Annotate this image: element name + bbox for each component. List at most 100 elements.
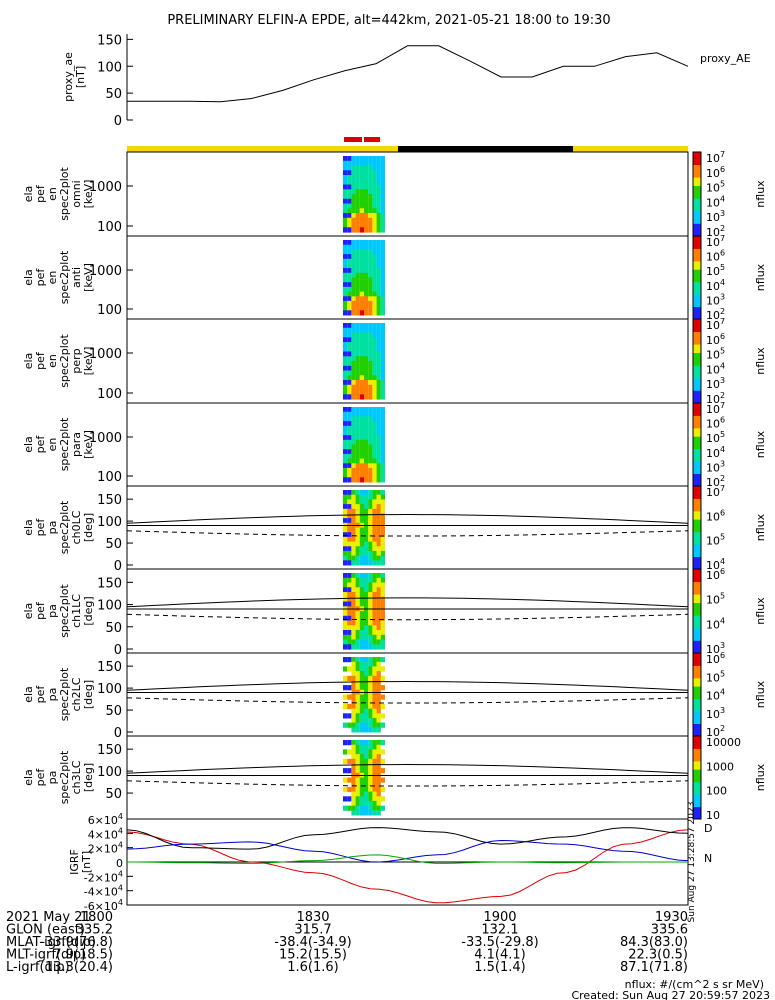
- colorbar-label: nflux: [754, 263, 767, 291]
- spectrogram-cell: [347, 240, 352, 246]
- spectrogram-cell: [364, 620, 369, 626]
- xaxis-value: 335.2: [76, 923, 113, 938]
- spectrogram-cell: [372, 384, 377, 391]
- spectrogram-cell: [359, 708, 364, 714]
- spectrogram-cell: [364, 156, 369, 162]
- spectrogram-cell: [380, 249, 385, 255]
- spectrogram-cell: [359, 375, 364, 381]
- spectrogram-cell: [380, 722, 385, 728]
- spectrogram-cell: [343, 630, 348, 636]
- spectrogram-cell: [376, 165, 381, 171]
- colorbar-tick: 103: [706, 209, 725, 224]
- spectrogram-cell: [359, 272, 364, 278]
- spectrogram-cell: [359, 763, 364, 769]
- colorbar-segment: [693, 289, 701, 295]
- spectrogram-cell: [355, 389, 360, 395]
- spectrogram-cell: [372, 577, 377, 584]
- spectrogram-cell: [364, 703, 369, 710]
- colorbar-segment: [693, 798, 701, 803]
- spectrogram-cell: [376, 254, 381, 260]
- spectrogram-cell: [376, 291, 381, 297]
- spectrogram-cell: [351, 361, 356, 367]
- spectrogram-cell: [376, 240, 381, 246]
- colorbar-tick: 103: [706, 459, 725, 474]
- colorbar-segment: [693, 519, 701, 524]
- colorbar-label-text: nflux: [754, 513, 767, 541]
- loss-cone-line: [126, 597, 689, 608]
- spectrogram-cell: [355, 356, 360, 362]
- spectrogram-cell: [376, 620, 381, 626]
- colorbar-segment: [693, 273, 701, 278]
- spectrogram-cell: [368, 272, 373, 278]
- spectrogram-cell: [376, 389, 381, 395]
- spectrogram-cell: [364, 268, 369, 274]
- spectrogram-cell: [355, 768, 360, 774]
- spectrogram-cell: [359, 361, 364, 367]
- spectrogram-cell: [376, 661, 381, 667]
- panel-ylabel: ela pef pa spec2plot ch1LC [deg]: [22, 584, 95, 638]
- spectrogram-cell: [355, 744, 360, 750]
- spectrogram-cell: [368, 661, 373, 667]
- spectrogram-cell: [380, 327, 385, 334]
- spectrogram-cell: [351, 332, 356, 338]
- colorbar-segment: [693, 411, 701, 416]
- spectrogram-cell: [364, 810, 369, 816]
- colorbar-tick: 106: [706, 567, 725, 582]
- spectrogram-cell: [376, 277, 381, 283]
- spectrogram-cell: [372, 620, 377, 626]
- spectrogram-cell: [364, 634, 369, 641]
- spectrogram-cell: [372, 768, 377, 774]
- spectrogram-cell: [359, 758, 364, 764]
- colorbar-segment: [693, 369, 701, 374]
- spectrogram-cell: [343, 592, 348, 598]
- spectrogram-cell: [343, 560, 348, 566]
- spectrogram-cell: [368, 791, 373, 797]
- spectrogram-cell: [359, 337, 364, 343]
- spectrogram-cell: [376, 615, 381, 622]
- colorbar-segment: [693, 285, 701, 291]
- spectrogram-cell: [380, 449, 385, 455]
- spectrogram-cell: [364, 657, 369, 663]
- spectrogram-cell: [347, 634, 352, 641]
- spectrogram-cell: [343, 472, 348, 478]
- spectrogram-cell: [376, 380, 381, 386]
- colorbar-segment: [693, 419, 701, 425]
- spectrogram-cell: [380, 425, 385, 431]
- spectrogram-cell: [364, 596, 369, 603]
- spectrogram-cell: [376, 394, 381, 400]
- spectrogram-cell: [359, 680, 364, 686]
- spectrogram-cell: [380, 513, 385, 519]
- spectrogram-cell: [347, 179, 352, 186]
- spectrogram-cell: [376, 156, 381, 162]
- spectrogram-cell: [355, 699, 360, 705]
- spectrogram-cell: [355, 458, 360, 464]
- spectrogram-cell: [355, 291, 360, 297]
- spectrogram-cell: [355, 499, 360, 505]
- spectrogram-cell: [376, 365, 381, 372]
- spectrogram-cell: [368, 592, 373, 598]
- spectrogram-cell: [376, 536, 381, 543]
- xaxis-row-label: MLAT-igrf(dip): [6, 935, 96, 950]
- spectrogram-cell: [364, 490, 369, 496]
- spectrogram-cell: [376, 573, 381, 579]
- spectrogram-cell: [364, 477, 369, 483]
- spectrogram-cell: [364, 425, 369, 431]
- spectrogram-cell: [355, 375, 360, 381]
- spectrogram-cell: [355, 722, 360, 728]
- spectrogram-cell: [351, 744, 356, 750]
- spectrogram-cell: [376, 203, 381, 209]
- spectrogram-cell: [380, 620, 385, 626]
- ylabel-line: spec2plot: [58, 250, 71, 304]
- spectrogram-cell: [368, 189, 373, 195]
- spectrogram-cell: [355, 527, 360, 533]
- ytick-label: 50: [105, 621, 122, 636]
- spectrogram-cell: [355, 361, 360, 367]
- spectrogram-cell: [376, 763, 381, 769]
- spectrogram-cell: [347, 587, 352, 593]
- spectrogram-cell: [351, 310, 356, 316]
- spectrogram-cell: [376, 744, 381, 750]
- spectrogram-cell: [351, 305, 356, 311]
- spectrogram-cell: [376, 258, 381, 264]
- spectrogram-cell: [359, 615, 364, 622]
- colorbar-segment: [693, 736, 701, 741]
